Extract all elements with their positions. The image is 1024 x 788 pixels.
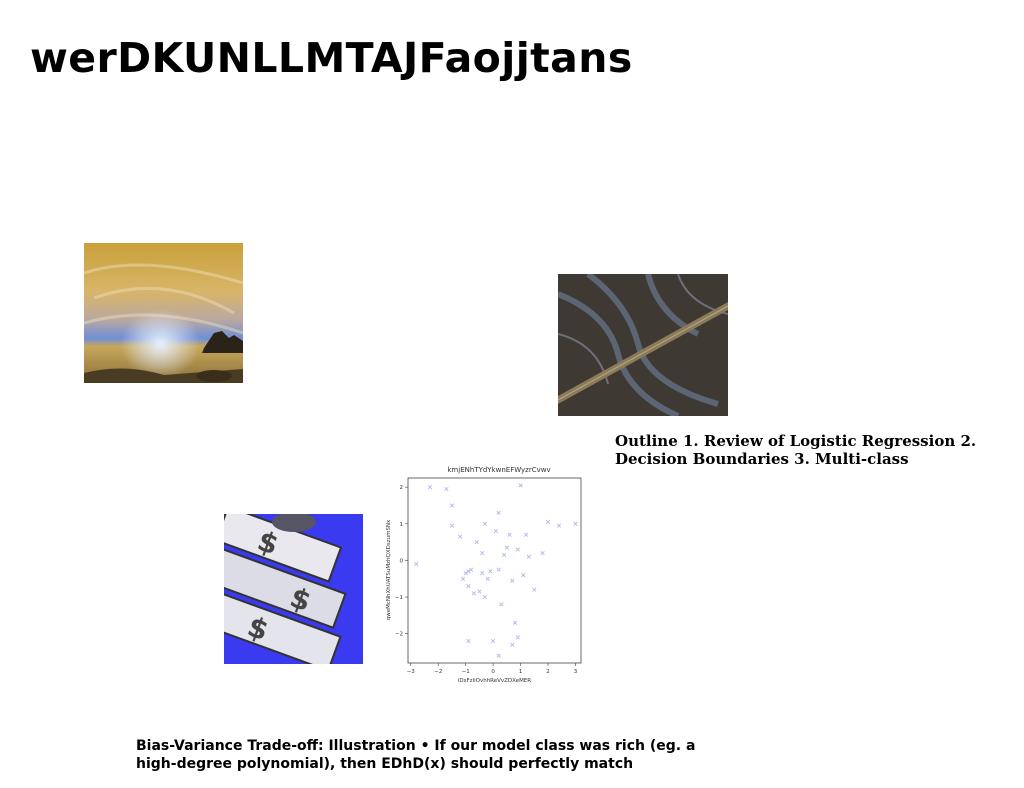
scatter-point [491, 638, 496, 644]
scatter-point [466, 583, 471, 589]
scatter-point [556, 523, 562, 528]
scatter-point [501, 552, 507, 558]
scatter-point [493, 529, 498, 534]
sunset-photo [84, 243, 243, 383]
scatter-point [540, 550, 545, 556]
bias-variance-caption: Bias-Variance Trade-off: Illustration • … [136, 738, 696, 772]
scatter-point [512, 620, 518, 625]
scatter-point [523, 532, 529, 537]
scatter-point [466, 569, 471, 574]
scatter-point [521, 572, 526, 578]
plot-area [407, 477, 582, 664]
scatter-point [485, 576, 490, 581]
x-tick-label: 3 [574, 669, 578, 675]
y-tick-label: 2 [400, 485, 404, 491]
scatter-point [471, 591, 477, 596]
scatter-point [477, 589, 482, 594]
x-tick-label: −1 [462, 669, 470, 675]
x-tick-label: 0 [491, 669, 495, 675]
y-tick-label: 1 [400, 522, 404, 528]
scatter-point [482, 594, 488, 600]
scatter-point [480, 571, 485, 576]
x-tick-label: −2 [434, 669, 442, 675]
scatter-point [469, 567, 474, 572]
scatter-point [545, 519, 551, 525]
scatter-point [480, 550, 485, 556]
scatter-point [504, 545, 509, 550]
scatter-point [449, 523, 455, 528]
scatter-point [482, 521, 488, 526]
scatter-point [496, 510, 501, 515]
scatter-point [507, 532, 512, 537]
chart-title: kmjENhTYdYkwnEFWyzrCvwv [447, 466, 550, 474]
slide-title: werDKUNLLMTAJFaojjtans [30, 34, 633, 82]
scatter-point [460, 576, 466, 581]
scatter-point [515, 547, 520, 552]
scatter-point [496, 653, 501, 658]
scatter-point [496, 567, 501, 572]
y-tick-label: −2 [395, 632, 403, 638]
scatter-point [444, 486, 449, 492]
scatter-point [526, 554, 531, 559]
scatter-point [573, 521, 578, 526]
scatter-point [510, 642, 515, 647]
x-tick-label: −3 [407, 669, 416, 675]
scatter-point [518, 483, 523, 488]
scatter-point [458, 534, 463, 539]
x-tick-label: 1 [519, 669, 523, 675]
scatter-point [427, 485, 433, 490]
y-tick-label: 0 [400, 558, 404, 564]
scatter-point [474, 539, 479, 545]
scatter-point [463, 571, 468, 576]
scatter-point [488, 569, 493, 574]
aerial-road-photo [558, 274, 728, 416]
x-axis-label: iDsFzliOvhhReVvZDXeMER [458, 678, 531, 684]
y-tick-label: −1 [395, 595, 403, 601]
scatter-point [449, 503, 455, 508]
scatter-point [532, 587, 537, 592]
scatter-point [510, 578, 515, 583]
scatter-point [515, 635, 520, 640]
x-tick-label: 2 [546, 669, 550, 675]
money-photo: $ $ $ [224, 514, 363, 664]
scatter-chart: kmjENhTYdYkwnEFWyzrCvwv −3 −2 −1 0 1 2 3 −2 −1 0 1… [386, 466, 582, 684]
scatter-point [466, 638, 471, 644]
y-axis-label: qweMcNhXhUATSuMzhQXDszumSNx [386, 519, 392, 620]
outline-caption: Outline 1. Review of Logistic Regression… [615, 432, 977, 468]
scatter-point [499, 602, 504, 607]
scatter-point [414, 561, 419, 567]
